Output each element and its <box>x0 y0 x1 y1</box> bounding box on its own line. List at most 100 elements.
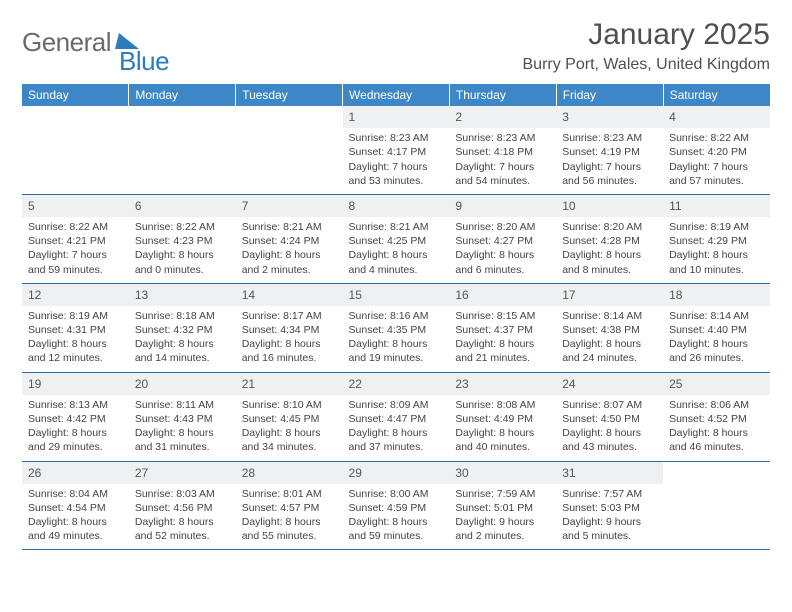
day-number: 10 <box>556 195 663 217</box>
sunrise-line: Sunrise: 8:20 AM <box>455 220 550 234</box>
sunrise-line: Sunrise: 7:57 AM <box>562 487 657 501</box>
sunset-line: Sunset: 4:37 PM <box>455 323 550 337</box>
daylight-line: Daylight: 7 hours and 54 minutes. <box>455 160 550 188</box>
day-body: Sunrise: 8:17 AMSunset: 4:34 PMDaylight:… <box>236 306 343 372</box>
day-body: Sunrise: 8:09 AMSunset: 4:47 PMDaylight:… <box>343 395 450 461</box>
sunrise-line: Sunrise: 8:23 AM <box>562 131 657 145</box>
sunrise-line: Sunrise: 8:00 AM <box>349 487 444 501</box>
page-header: General Blue January 2025 Burry Port, Wa… <box>22 18 770 74</box>
daylight-line: Daylight: 8 hours and 2 minutes. <box>242 248 337 276</box>
daylight-line: Daylight: 8 hours and 26 minutes. <box>669 337 764 365</box>
day-body: Sunrise: 8:03 AMSunset: 4:56 PMDaylight:… <box>129 484 236 550</box>
day-body: Sunrise: 8:15 AMSunset: 4:37 PMDaylight:… <box>449 306 556 372</box>
sunset-line: Sunset: 4:28 PM <box>562 234 657 248</box>
calendar-week-row: 1Sunrise: 8:23 AMSunset: 4:17 PMDaylight… <box>22 106 770 194</box>
day-body: Sunrise: 7:57 AMSunset: 5:03 PMDaylight:… <box>556 484 663 550</box>
day-body: Sunrise: 8:07 AMSunset: 4:50 PMDaylight:… <box>556 395 663 461</box>
day-body: Sunrise: 8:19 AMSunset: 4:29 PMDaylight:… <box>663 217 770 283</box>
calendar-day-cell <box>663 461 770 550</box>
sunset-line: Sunset: 4:34 PM <box>242 323 337 337</box>
day-number: 18 <box>663 284 770 306</box>
day-number: 12 <box>22 284 129 306</box>
daylight-line: Daylight: 8 hours and 21 minutes. <box>455 337 550 365</box>
daylight-line: Daylight: 8 hours and 29 minutes. <box>28 426 123 454</box>
calendar-day-cell: 8Sunrise: 8:21 AMSunset: 4:25 PMDaylight… <box>343 194 450 283</box>
day-number: 8 <box>343 195 450 217</box>
day-number: 11 <box>663 195 770 217</box>
sunset-line: Sunset: 4:43 PM <box>135 412 230 426</box>
day-number: 6 <box>129 195 236 217</box>
day-number: 23 <box>449 373 556 395</box>
calendar-week-row: 26Sunrise: 8:04 AMSunset: 4:54 PMDayligh… <box>22 461 770 550</box>
calendar-day-cell: 27Sunrise: 8:03 AMSunset: 4:56 PMDayligh… <box>129 461 236 550</box>
day-number: 26 <box>22 462 129 484</box>
calendar-day-cell: 9Sunrise: 8:20 AMSunset: 4:27 PMDaylight… <box>449 194 556 283</box>
day-body: Sunrise: 8:22 AMSunset: 4:21 PMDaylight:… <box>22 217 129 283</box>
calendar-day-cell: 3Sunrise: 8:23 AMSunset: 4:19 PMDaylight… <box>556 106 663 194</box>
day-number: 27 <box>129 462 236 484</box>
sunrise-line: Sunrise: 7:59 AM <box>455 487 550 501</box>
daylight-line: Daylight: 8 hours and 12 minutes. <box>28 337 123 365</box>
day-header: Friday <box>556 84 663 106</box>
calendar-day-cell: 7Sunrise: 8:21 AMSunset: 4:24 PMDaylight… <box>236 194 343 283</box>
day-number: 13 <box>129 284 236 306</box>
day-number: 21 <box>236 373 343 395</box>
day-header-row: SundayMondayTuesdayWednesdayThursdayFrid… <box>22 84 770 106</box>
calendar-day-cell: 19Sunrise: 8:13 AMSunset: 4:42 PMDayligh… <box>22 372 129 461</box>
daylight-line: Daylight: 8 hours and 46 minutes. <box>669 426 764 454</box>
sunset-line: Sunset: 4:49 PM <box>455 412 550 426</box>
sunset-line: Sunset: 4:52 PM <box>669 412 764 426</box>
calendar-day-cell <box>129 106 236 194</box>
calendar-day-cell: 11Sunrise: 8:19 AMSunset: 4:29 PMDayligh… <box>663 194 770 283</box>
daylight-line: Daylight: 8 hours and 10 minutes. <box>669 248 764 276</box>
sunrise-line: Sunrise: 8:17 AM <box>242 309 337 323</box>
day-number: 25 <box>663 373 770 395</box>
sunrise-line: Sunrise: 8:07 AM <box>562 398 657 412</box>
sunrise-line: Sunrise: 8:11 AM <box>135 398 230 412</box>
day-body: Sunrise: 8:16 AMSunset: 4:35 PMDaylight:… <box>343 306 450 372</box>
sunrise-line: Sunrise: 8:18 AM <box>135 309 230 323</box>
logo-text-general: General <box>22 27 111 58</box>
sunrise-line: Sunrise: 8:19 AM <box>28 309 123 323</box>
sunset-line: Sunset: 4:19 PM <box>562 145 657 159</box>
sunrise-line: Sunrise: 8:21 AM <box>242 220 337 234</box>
sunrise-line: Sunrise: 8:22 AM <box>28 220 123 234</box>
day-body: Sunrise: 8:14 AMSunset: 4:40 PMDaylight:… <box>663 306 770 372</box>
daylight-line: Daylight: 8 hours and 49 minutes. <box>28 515 123 543</box>
day-number: 20 <box>129 373 236 395</box>
calendar-week-row: 5Sunrise: 8:22 AMSunset: 4:21 PMDaylight… <box>22 194 770 283</box>
sunset-line: Sunset: 4:23 PM <box>135 234 230 248</box>
calendar-week-row: 19Sunrise: 8:13 AMSunset: 4:42 PMDayligh… <box>22 372 770 461</box>
day-body: Sunrise: 8:21 AMSunset: 4:25 PMDaylight:… <box>343 217 450 283</box>
sunrise-line: Sunrise: 8:14 AM <box>669 309 764 323</box>
day-header: Sunday <box>22 84 129 106</box>
daylight-line: Daylight: 8 hours and 8 minutes. <box>562 248 657 276</box>
calendar-day-cell: 14Sunrise: 8:17 AMSunset: 4:34 PMDayligh… <box>236 283 343 372</box>
sunrise-line: Sunrise: 8:04 AM <box>28 487 123 501</box>
day-number: 16 <box>449 284 556 306</box>
sunrise-line: Sunrise: 8:14 AM <box>562 309 657 323</box>
sunset-line: Sunset: 4:57 PM <box>242 501 337 515</box>
day-header: Wednesday <box>343 84 450 106</box>
daylight-line: Daylight: 9 hours and 5 minutes. <box>562 515 657 543</box>
sunrise-line: Sunrise: 8:06 AM <box>669 398 764 412</box>
day-number: 22 <box>343 373 450 395</box>
sunset-line: Sunset: 4:31 PM <box>28 323 123 337</box>
daylight-line: Daylight: 8 hours and 24 minutes. <box>562 337 657 365</box>
day-body: Sunrise: 8:23 AMSunset: 4:17 PMDaylight:… <box>343 128 450 194</box>
day-body: Sunrise: 8:18 AMSunset: 4:32 PMDaylight:… <box>129 306 236 372</box>
sunrise-line: Sunrise: 8:16 AM <box>349 309 444 323</box>
sunset-line: Sunset: 4:32 PM <box>135 323 230 337</box>
logo: General Blue <box>22 18 169 67</box>
day-number: 15 <box>343 284 450 306</box>
sunset-line: Sunset: 4:47 PM <box>349 412 444 426</box>
day-number: 28 <box>236 462 343 484</box>
sunrise-line: Sunrise: 8:22 AM <box>135 220 230 234</box>
sunset-line: Sunset: 4:18 PM <box>455 145 550 159</box>
sunrise-line: Sunrise: 8:09 AM <box>349 398 444 412</box>
sunset-line: Sunset: 4:29 PM <box>669 234 764 248</box>
calendar-day-cell: 2Sunrise: 8:23 AMSunset: 4:18 PMDaylight… <box>449 106 556 194</box>
daylight-line: Daylight: 9 hours and 2 minutes. <box>455 515 550 543</box>
daylight-line: Daylight: 8 hours and 4 minutes. <box>349 248 444 276</box>
month-title: January 2025 <box>523 18 771 52</box>
